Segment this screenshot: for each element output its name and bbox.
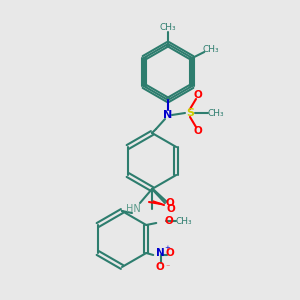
Text: +: + <box>164 245 170 251</box>
Text: N: N <box>164 110 172 120</box>
Text: CH₃: CH₃ <box>176 217 193 226</box>
Text: O: O <box>167 204 176 214</box>
Text: O: O <box>194 126 202 136</box>
Text: O: O <box>165 216 174 226</box>
Text: CH₃: CH₃ <box>203 46 220 55</box>
Text: O: O <box>156 262 165 272</box>
Text: O: O <box>166 198 174 208</box>
Text: O: O <box>166 248 175 258</box>
Text: ⁻: ⁻ <box>165 262 169 272</box>
Text: S: S <box>186 108 194 118</box>
Text: O: O <box>194 90 202 100</box>
Text: N: N <box>156 248 165 258</box>
Text: HN: HN <box>126 204 140 214</box>
Text: CH₃: CH₃ <box>160 22 176 32</box>
Text: CH₃: CH₃ <box>208 109 224 118</box>
